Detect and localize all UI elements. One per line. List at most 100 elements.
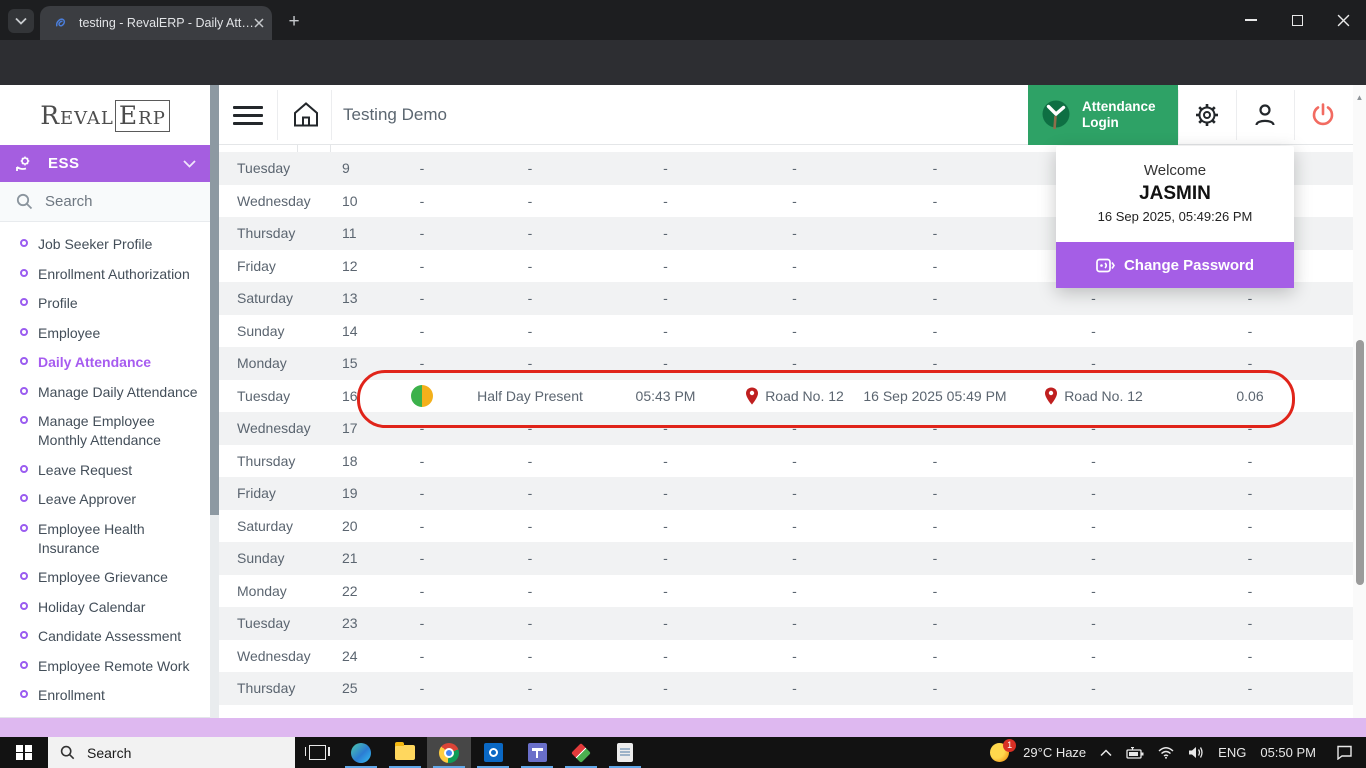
- minimize-icon: [1245, 19, 1257, 21]
- taskbar-search-input[interactable]: [87, 744, 247, 761]
- sidebar-menu-item[interactable]: Leave Request: [0, 456, 210, 486]
- table-row-detail[interactable]: Tuesday 16 Half Day Present 05:43 PM Roa…: [219, 379, 1353, 412]
- power-icon: [1312, 103, 1333, 126]
- hamburger-menu-button[interactable]: [233, 102, 263, 128]
- volume-status[interactable]: [1181, 737, 1211, 768]
- empty-cell: -: [792, 257, 797, 274]
- sidebar-menu-item[interactable]: Manage Daily Attendance: [0, 378, 210, 408]
- empty-cell: -: [419, 322, 425, 339]
- sidebar-menu-item[interactable]: Holiday Calendar: [0, 593, 210, 623]
- empty-cell: -: [419, 582, 425, 599]
- horizontal-scrollbar-strip[interactable]: [0, 718, 1366, 737]
- chevron-down-icon[interactable]: [183, 159, 196, 168]
- file-explorer-button[interactable]: [383, 737, 427, 768]
- empty-cell: -: [419, 680, 425, 697]
- task-view-button[interactable]: [295, 737, 339, 768]
- profile-button[interactable]: [1236, 85, 1293, 145]
- empty-cell: -: [932, 290, 938, 307]
- table-row[interactable]: Thursday 18 - - - - - - -: [219, 444, 1353, 477]
- sidebar-menu-item[interactable]: Candidate Assessment: [0, 622, 210, 652]
- windows-logo-icon: [16, 744, 32, 761]
- sidebar-menu-item[interactable]: Enrollment Authorization: [0, 260, 210, 290]
- settings-button[interactable]: [1178, 85, 1235, 145]
- clock-label[interactable]: 05:50 PM: [1260, 745, 1316, 760]
- sidebar-scrollbar[interactable]: [210, 85, 219, 737]
- attendance-login-button[interactable]: Attendance Login: [1028, 85, 1178, 145]
- sidebar-menu-item[interactable]: Manage Employee Monthly Attendance: [0, 407, 210, 456]
- browser-tab[interactable]: testing - RevalERP - Daily Atten: [40, 6, 272, 40]
- window-minimize-button[interactable]: [1228, 0, 1274, 40]
- tab-search-chevron-button[interactable]: [8, 9, 34, 33]
- notepad-button[interactable]: [603, 737, 647, 768]
- sidebar-menu-item[interactable]: Employee Health Insurance: [0, 515, 210, 564]
- taskbar-search[interactable]: [48, 737, 295, 768]
- status-cell: Half Day Present: [477, 387, 583, 404]
- sidebar-item-label: Enrollment Authorization: [38, 265, 190, 282]
- chrome-button[interactable]: [427, 737, 471, 768]
- day-cell: Thursday: [237, 680, 296, 697]
- table-row[interactable]: Monday 15 - - - - - - -: [219, 347, 1353, 380]
- change-password-button[interactable]: Change Password: [1056, 242, 1294, 288]
- scroll-up-icon[interactable]: ▲: [1355, 93, 1364, 102]
- weather-widget[interactable]: 1: [983, 737, 1017, 768]
- table-row[interactable]: Tuesday 23 - - - - - - -: [219, 607, 1353, 640]
- sidebar-menu-item[interactable]: Daily Attendance: [0, 348, 210, 378]
- sidebar-menu-item[interactable]: Employee: [0, 319, 210, 349]
- empty-cell: -: [1247, 517, 1253, 534]
- location-pin-icon[interactable]: [745, 387, 759, 405]
- sidebar-scrollbar-thumb[interactable]: [210, 85, 219, 515]
- tab-close-icon[interactable]: [254, 18, 264, 28]
- notification-icon: [1337, 745, 1352, 760]
- table-row[interactable]: Thursday 25 - - - - - - -: [219, 672, 1353, 705]
- sidebar-menu-item[interactable]: Profile: [0, 289, 210, 319]
- sidebar-search-input[interactable]: [45, 193, 175, 210]
- table-row[interactable]: Wednesday 17 - - - - - - -: [219, 412, 1353, 445]
- day-cell: Thursday: [237, 225, 296, 242]
- new-tab-button[interactable]: +: [288, 11, 300, 32]
- window-maximize-button[interactable]: [1274, 0, 1320, 40]
- app-diamond-button[interactable]: [559, 737, 603, 768]
- teams-button[interactable]: [515, 737, 559, 768]
- day-cell: Tuesday: [237, 615, 291, 632]
- table-row[interactable]: Saturday 20 - - - - - - -: [219, 509, 1353, 542]
- file-explorer-icon: [395, 742, 415, 760]
- window-close-button[interactable]: [1320, 0, 1366, 40]
- network-status[interactable]: [1151, 737, 1181, 768]
- sidebar-search[interactable]: [0, 182, 210, 222]
- sidebar-menu-item[interactable]: Job Seeker Profile: [0, 230, 210, 260]
- main-scrollbar[interactable]: ▲ ▼: [1353, 85, 1366, 737]
- sidebar-menu-item[interactable]: Employee Remote Work: [0, 652, 210, 682]
- sidebar-item-label: Employee Health Insurance: [38, 520, 145, 556]
- empty-cell: -: [1091, 355, 1096, 372]
- table-row[interactable]: Friday 19 - - - - - - -: [219, 477, 1353, 510]
- temperature-label[interactable]: 29°C Haze: [1023, 745, 1087, 760]
- logout-button[interactable]: [1294, 85, 1351, 145]
- notification-center-button[interactable]: [1323, 737, 1366, 768]
- sidebar-menu-item[interactable]: Leave Approver: [0, 485, 210, 515]
- empty-cell: -: [1091, 582, 1096, 599]
- empty-cell: -: [527, 647, 533, 664]
- battery-status[interactable]: [1119, 737, 1151, 768]
- sidebar-menu-item[interactable]: Employee Grievance: [0, 563, 210, 593]
- sidebar-item-label: Leave Request: [38, 461, 133, 478]
- table-row[interactable]: Monday 22 - - - - - - -: [219, 574, 1353, 607]
- empty-cell: -: [932, 647, 938, 664]
- main-scrollbar-thumb[interactable]: [1355, 340, 1364, 585]
- edge-button[interactable]: [339, 737, 383, 768]
- app-home-button[interactable]: [292, 101, 320, 133]
- start-button[interactable]: [0, 737, 48, 768]
- app-logo[interactable]: Reval Erp: [0, 85, 210, 145]
- tray-expand-button[interactable]: [1093, 737, 1119, 768]
- empty-cell: -: [932, 680, 938, 697]
- table-row[interactable]: Sunday 14 - - - - - - -: [219, 314, 1353, 347]
- table-row[interactable]: Sunday 21 - - - - - - -: [219, 542, 1353, 575]
- empty-cell: -: [527, 420, 533, 437]
- ess-section-header[interactable]: ESS: [0, 145, 210, 182]
- language-label[interactable]: ENG: [1218, 745, 1247, 760]
- location-pin-icon[interactable]: [1044, 387, 1058, 405]
- table-row[interactable]: Wednesday 24 - - - - - - -: [219, 639, 1353, 672]
- bullet-circle-icon: [20, 523, 28, 532]
- outlook-button[interactable]: [471, 737, 515, 768]
- sidebar-menu-item[interactable]: Enrollment: [0, 681, 210, 711]
- day-cell: Sunday: [237, 322, 285, 339]
